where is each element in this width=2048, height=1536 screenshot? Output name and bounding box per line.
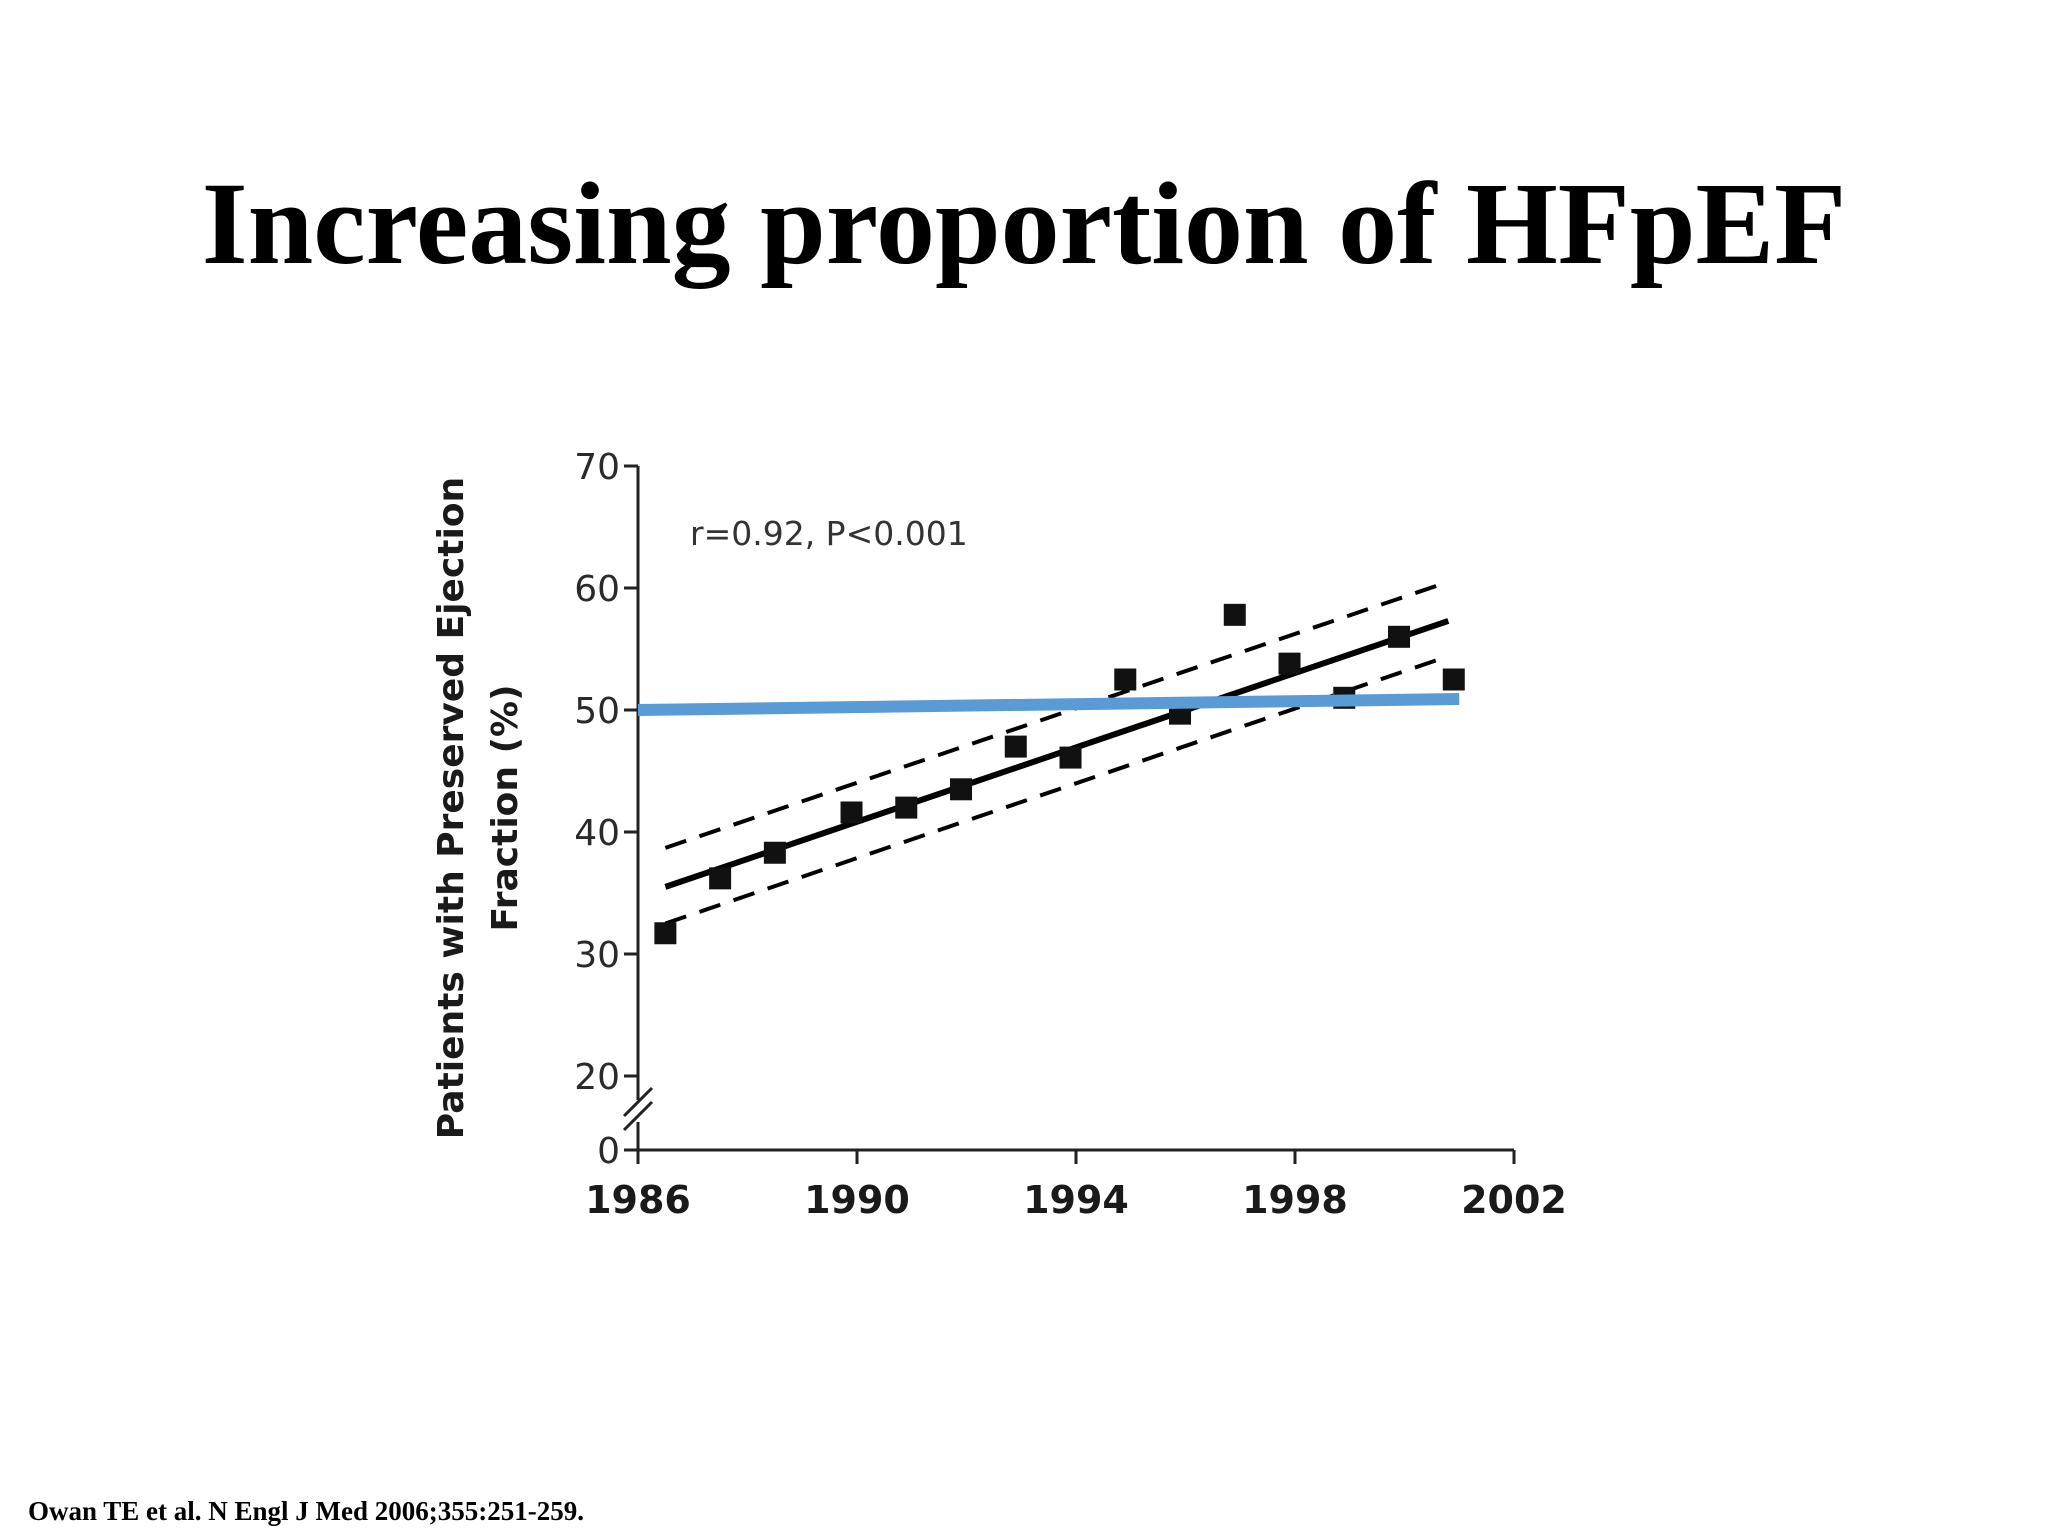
data-point xyxy=(709,867,732,890)
reference-line-layer xyxy=(637,693,1460,716)
y-tick-label: 60 xyxy=(574,569,620,610)
axis-break-mark xyxy=(622,1086,654,1118)
data-point xyxy=(840,801,863,824)
axes: 0 20 30 40 50 60 70 1986 1990 1994 1998 2002 xyxy=(574,447,1567,1222)
data-point xyxy=(1388,625,1411,648)
x-tick-label: 1994 xyxy=(1023,1178,1129,1222)
y-tick-label: 40 xyxy=(574,813,620,854)
x-tick-label: 2002 xyxy=(1461,1178,1567,1222)
confidence-band-line xyxy=(664,583,1438,850)
data-point xyxy=(895,796,918,819)
data-point xyxy=(763,841,786,864)
data-point xyxy=(950,778,973,801)
y-tick-label: 70 xyxy=(574,447,620,488)
data-point xyxy=(1442,668,1465,691)
x-tick-label: 1990 xyxy=(804,1178,910,1222)
regression-line xyxy=(664,618,1450,890)
data-point xyxy=(1114,668,1137,691)
y-axis-title-line-2: Fraction (%) xyxy=(485,684,526,931)
correlation-annotation: r=0.92, P<0.001 xyxy=(690,514,968,553)
citation: Owan TE et al. N Engl J Med 2006;355:251… xyxy=(28,1496,585,1526)
data-points xyxy=(654,603,1465,945)
slide-title: Increasing proportion of HFpEF xyxy=(201,158,1847,289)
reference-line-50 xyxy=(637,693,1460,716)
y-tick-label: 0 xyxy=(597,1131,620,1172)
y-tick-label: 20 xyxy=(574,1057,620,1098)
data-point xyxy=(1059,746,1082,769)
data-point xyxy=(1278,652,1301,675)
y-axis-title-line-1: Patients with Preserved Ejection xyxy=(431,477,472,1139)
data-point xyxy=(1223,603,1246,626)
x-tick-label: 1986 xyxy=(585,1178,691,1222)
confidence-band-line xyxy=(664,658,1438,926)
axis-break-mark xyxy=(622,1100,654,1132)
data-point xyxy=(654,922,677,945)
y-tick-label: 50 xyxy=(574,691,620,732)
data-point xyxy=(1004,735,1027,758)
regression-lines xyxy=(664,583,1450,926)
y-tick-label: 30 xyxy=(574,935,620,976)
x-tick-label: 1998 xyxy=(1242,1178,1348,1222)
